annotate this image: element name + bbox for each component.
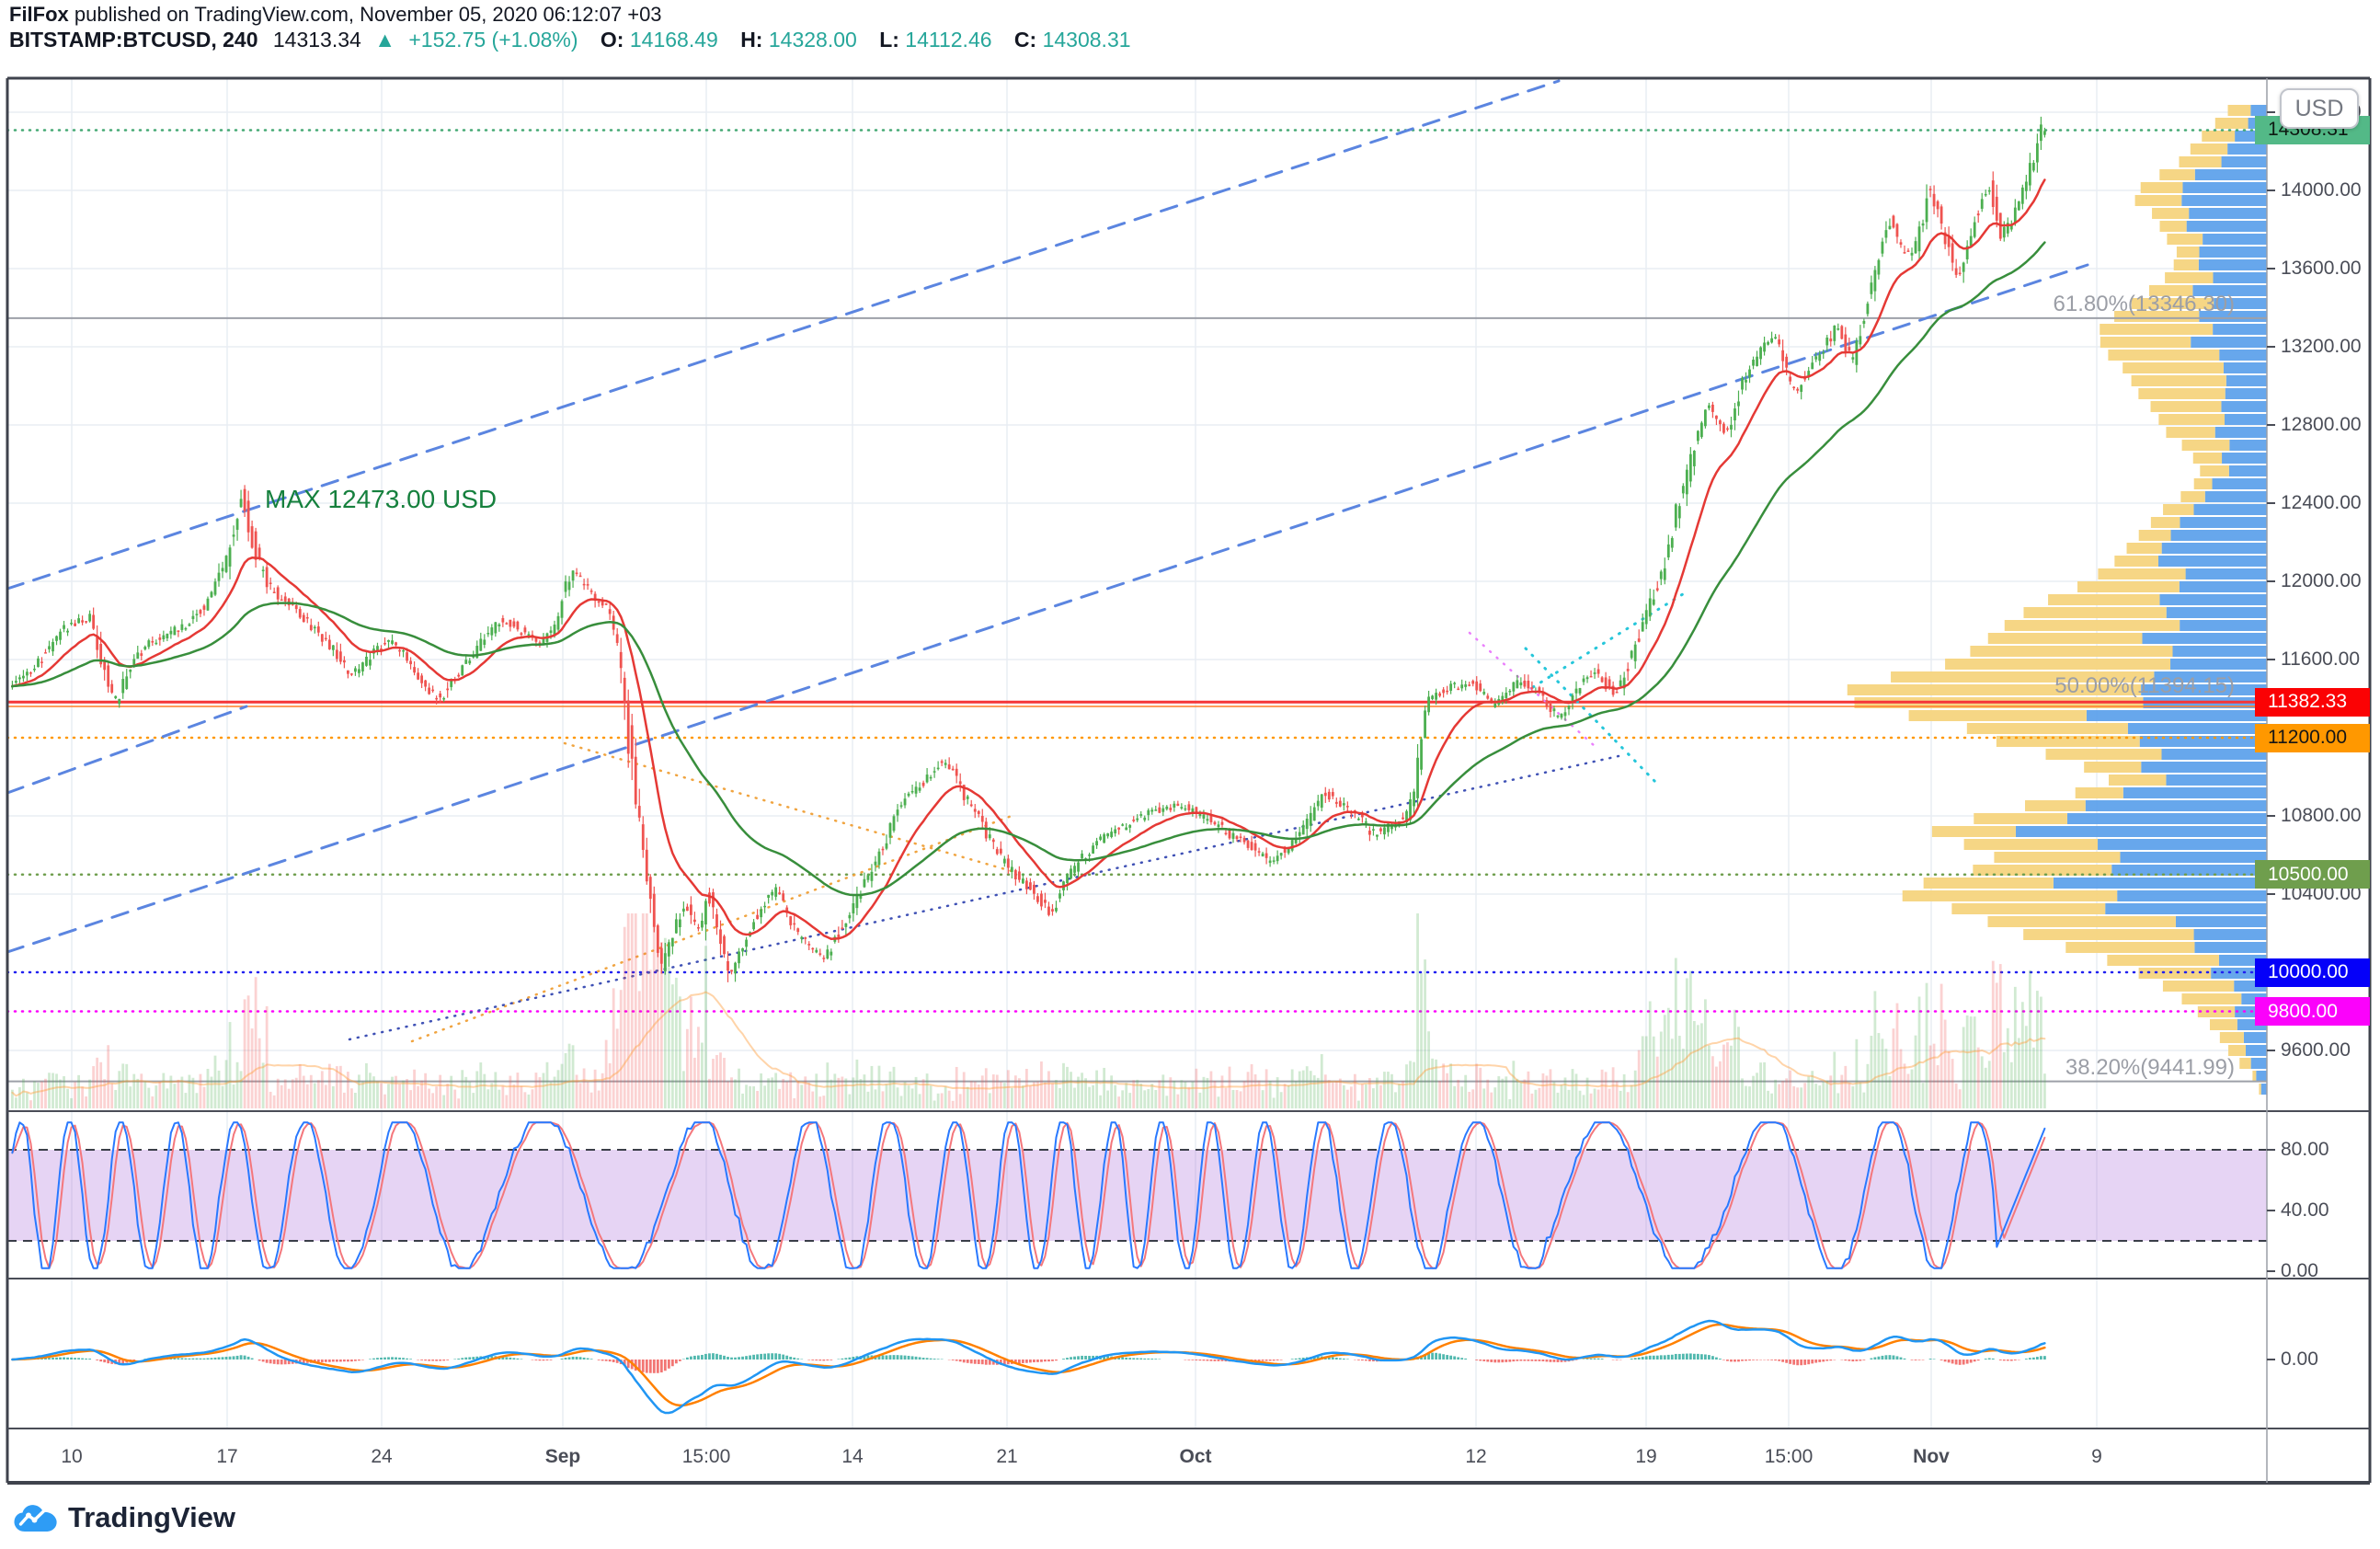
- fib-label-500: 50.00%(11394.15): [2054, 672, 2235, 698]
- time-axis-label: 10: [61, 1446, 83, 1467]
- time-axis-label: 9: [2091, 1446, 2102, 1467]
- max-price-annotation: MAX 12473.00 USD: [265, 485, 498, 513]
- byline-rest: published on TradingView.com, November 0…: [68, 3, 662, 26]
- close-label: C:: [1013, 28, 1037, 52]
- price-axis-tag[interactable]: 11382.33: [2255, 687, 2370, 717]
- time-axis-label: 15:00: [681, 1446, 731, 1467]
- price-axis-tag[interactable]: 9800.00: [2255, 997, 2370, 1026]
- price-axis-tag[interactable]: 11200.00: [2255, 723, 2370, 752]
- symbol-header: BITSTAMP:BTCUSD, 240 14313.34 ▲ +152.75 …: [9, 28, 1139, 52]
- fib-label-382: 38.20%(9441.99): [2065, 1054, 2235, 1080]
- price-axis-label: 11600.00: [2281, 648, 2361, 670]
- time-axis-label: 17: [216, 1446, 238, 1467]
- symbol-name[interactable]: BITSTAMP:BTCUSD, 240: [9, 28, 258, 52]
- price-axis-label: 10800.00: [2281, 805, 2362, 826]
- tradingview-logo-text: TradingView: [68, 1501, 236, 1533]
- time-axis-label: 21: [996, 1446, 1018, 1467]
- close-value: 14308.31: [1042, 28, 1131, 52]
- high-label: H:: [740, 28, 763, 52]
- fib-label-618: 61.80%(13346.30): [2053, 291, 2235, 316]
- high-value: 14328.00: [768, 28, 857, 52]
- time-axis-label: 19: [1635, 1446, 1657, 1467]
- up-arrow-icon: ▲: [374, 28, 395, 52]
- open-value: 14168.49: [629, 28, 718, 52]
- open-label: O:: [600, 28, 624, 52]
- price-axis-label: 9600.00: [2281, 1039, 2351, 1061]
- macd-axis-label: 0.00: [2281, 1348, 2318, 1370]
- last-price: 14313.34: [272, 28, 361, 52]
- time-axis-label: 12: [1465, 1446, 1487, 1467]
- stoch-axis-label: 0.00: [2281, 1260, 2318, 1281]
- time-axis-label: Oct: [1179, 1446, 1212, 1467]
- byline-author: FilFox: [9, 3, 69, 26]
- price-axis-label: 14000.00: [2281, 179, 2362, 201]
- tradingview-logo[interactable]: TradingView: [13, 1501, 235, 1534]
- time-axis-label: Sep: [544, 1446, 581, 1467]
- price-axis-label: 13200.00: [2281, 336, 2362, 357]
- stoch-axis-label: 80.00: [2281, 1139, 2329, 1160]
- low-label: L:: [879, 28, 899, 52]
- price-axis-label: 12000.00: [2281, 570, 2362, 591]
- time-axis-label: Nov: [1913, 1446, 1950, 1467]
- price-axis-tag[interactable]: 10500.00: [2255, 860, 2370, 889]
- low-value: 14112.46: [905, 28, 992, 52]
- price-change: +152.75 (+1.08%): [408, 28, 578, 52]
- price-axis-tag[interactable]: 10000.00: [2255, 958, 2370, 987]
- time-axis-label: 24: [371, 1446, 393, 1467]
- tradingview-cloud-icon: [14, 1504, 57, 1532]
- price-axis-label: 13600.00: [2281, 258, 2362, 279]
- stoch-axis-label: 40.00: [2281, 1199, 2329, 1221]
- price-axis-label: 12800.00: [2281, 414, 2362, 435]
- time-axis-label: 15:00: [1764, 1446, 1814, 1467]
- currency-toggle-button[interactable]: USD: [2280, 88, 2359, 129]
- price-axis-label: 12400.00: [2281, 492, 2362, 513]
- time-axis-label: 14: [841, 1446, 864, 1467]
- byline: FilFox published on TradingView.com, Nov…: [9, 3, 662, 27]
